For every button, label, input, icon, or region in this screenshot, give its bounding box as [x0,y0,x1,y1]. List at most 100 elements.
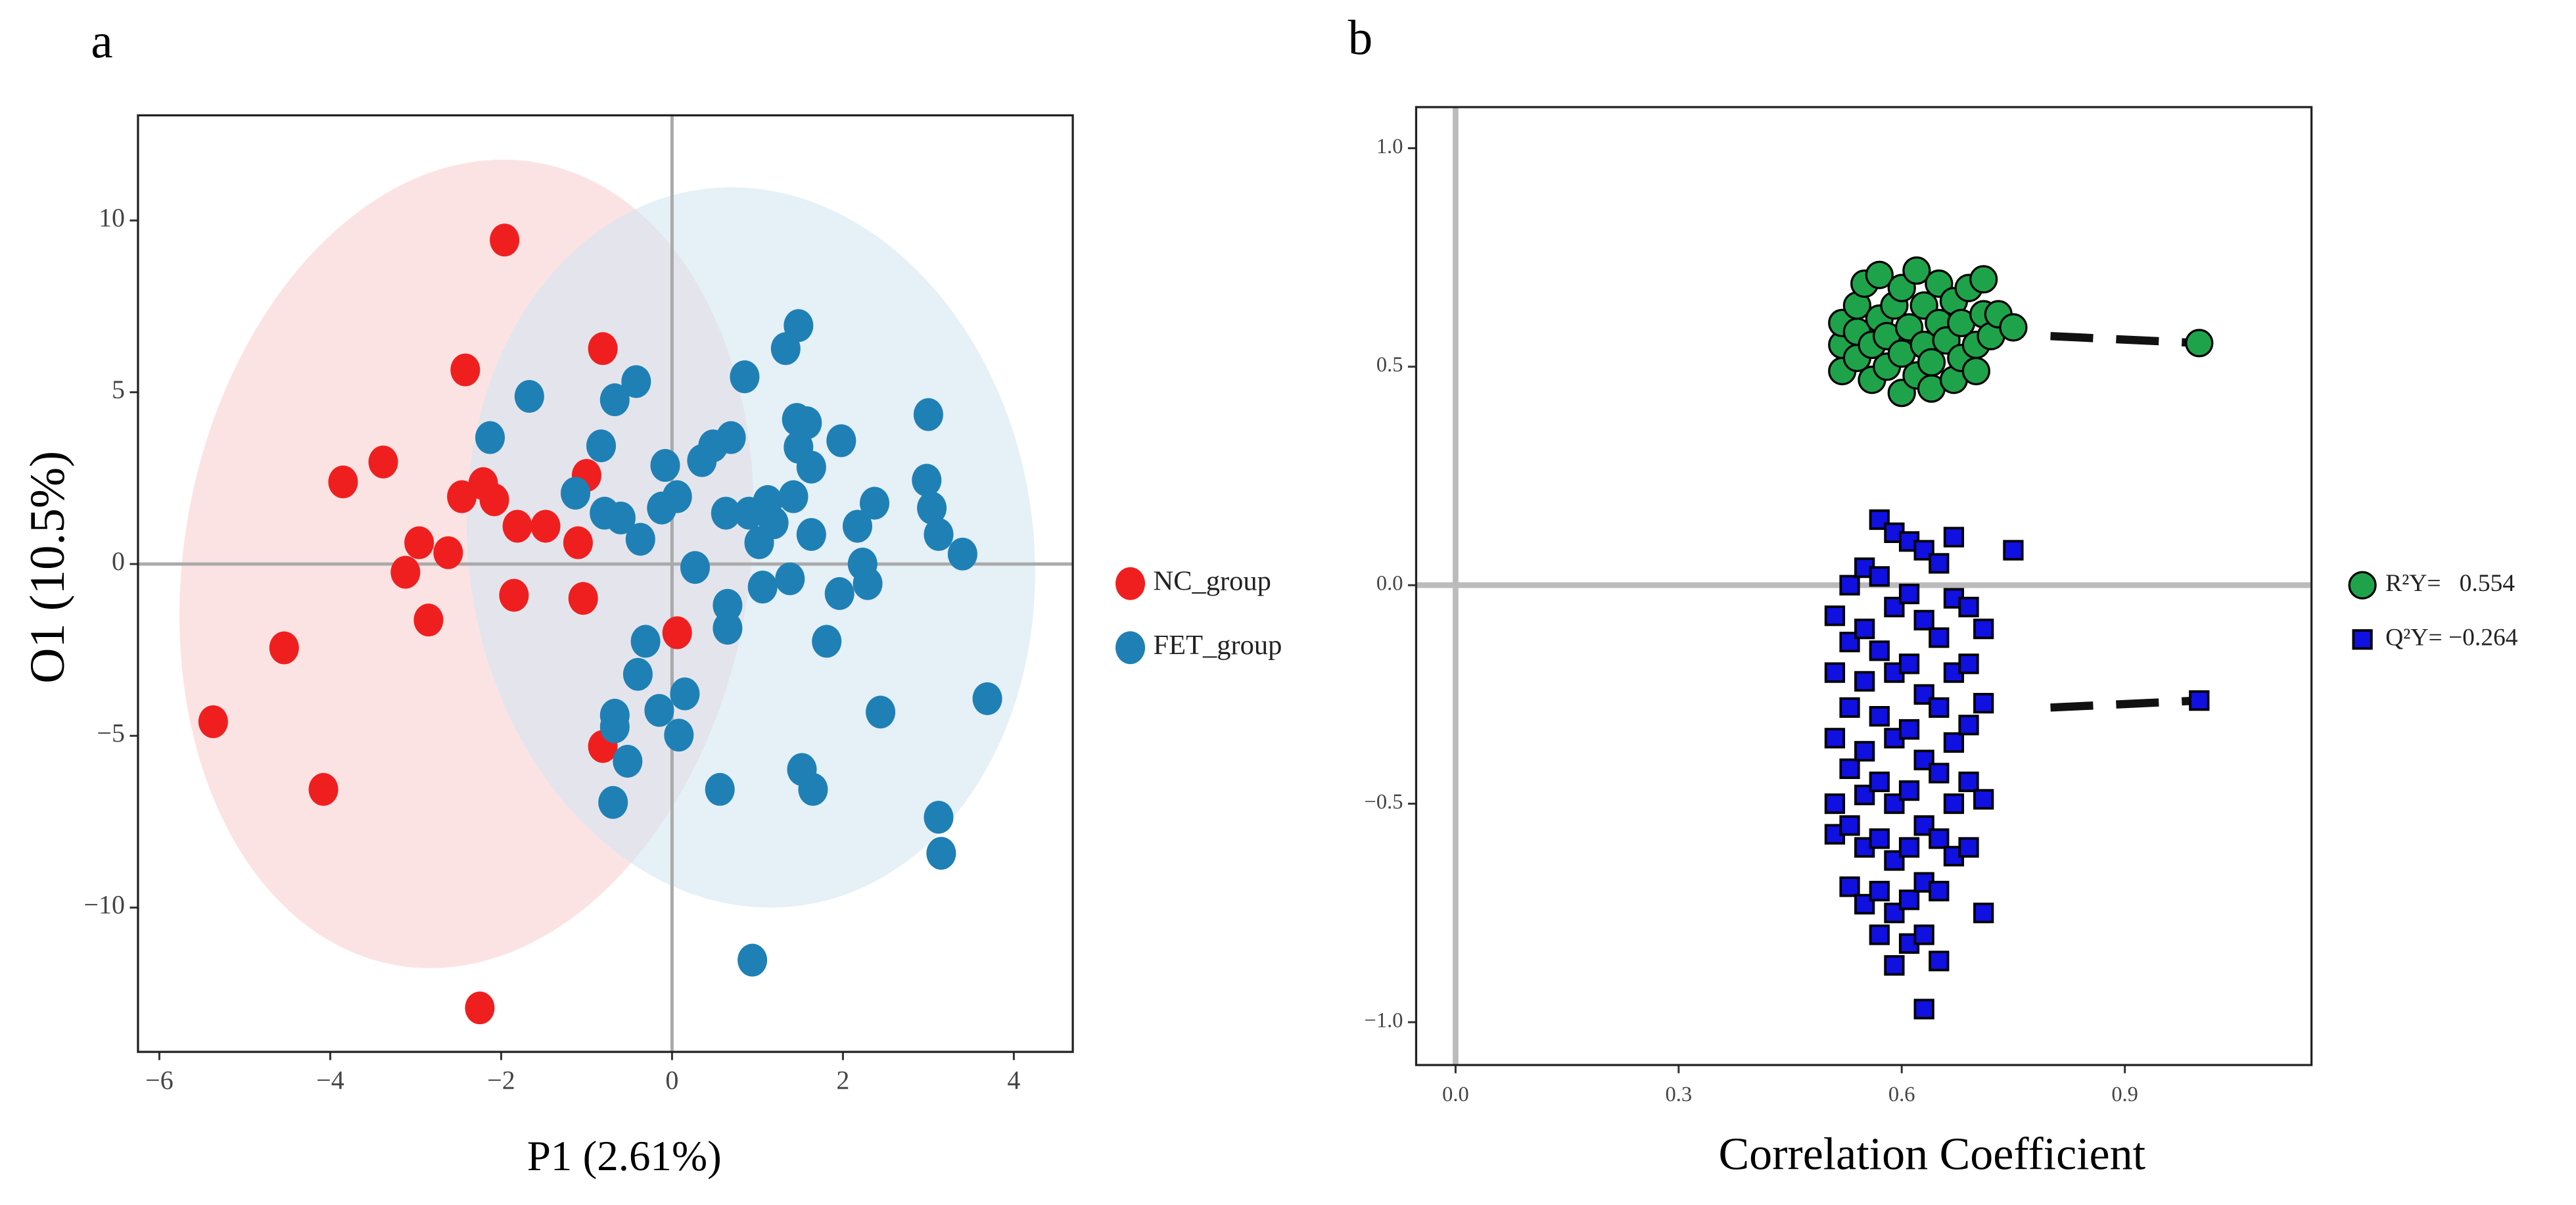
point [1913,999,1934,1020]
y-tick-label: −0.5 [1365,790,1403,814]
x-tick-label: 0.0 [1442,1083,1469,1106]
point [1869,828,1890,849]
point [613,744,643,778]
y-tick-label: 10 [99,203,125,233]
point [1929,553,1950,574]
point [1898,780,1920,801]
point [1898,837,1920,858]
point [798,772,828,806]
x-tick-label: −4 [316,1066,344,1095]
point [1958,715,1979,736]
x-axis-title: Correlation Coefficient [1718,1129,2145,1180]
point [433,536,463,569]
point [738,943,768,977]
point [650,448,680,482]
point [1973,619,1994,640]
point [1917,348,1946,377]
point [1824,728,1846,749]
point [269,631,299,665]
legend-marker [2348,571,2377,600]
point [1929,763,1950,784]
point [2189,690,2210,711]
legend-label: FET_group [1154,630,1282,661]
legend-marker [2352,629,2373,650]
panel-label: b [1348,11,1372,66]
point [1854,784,1875,805]
point [450,353,480,387]
panel-label: a [91,14,112,69]
point [796,450,826,484]
point [328,465,358,499]
point [475,421,505,454]
point [630,625,661,658]
point [866,696,896,729]
point [1839,876,1860,897]
point [1869,880,1890,902]
point [1929,697,1950,718]
point [605,501,636,534]
point [490,224,520,257]
fit-line [2050,696,2200,712]
point [599,383,630,417]
point [625,523,655,556]
point [662,616,692,650]
point [1854,619,1875,640]
point [1929,828,1950,849]
point [1898,583,1920,605]
point [1854,671,1875,692]
point [744,526,774,559]
point [913,398,943,431]
point [670,677,700,711]
point [770,332,801,366]
point [1943,732,1965,753]
point [499,579,529,612]
x-tick-label: −2 [487,1066,515,1095]
point [1869,705,1890,727]
point [599,710,630,744]
point [775,562,805,596]
y-tick-label: 0.0 [1376,572,1403,596]
point [680,551,711,584]
x-tick-label: −6 [145,1066,174,1095]
y-tick-label: −10 [83,890,125,920]
y-axis-title: O1 (10.5%) [20,451,75,684]
point [586,429,617,463]
point [1969,265,1998,294]
x-tick-label: 0 [665,1066,678,1095]
point [796,518,826,552]
point [2003,540,2024,561]
point [622,657,653,691]
point [713,588,743,622]
point [1898,653,1920,674]
point [308,772,339,806]
point [972,682,1002,715]
point [647,491,677,525]
point [1869,566,1890,587]
plot-frame [137,114,1074,1053]
point [1999,313,2028,342]
point [812,625,842,658]
y-tick-label: −5 [97,718,125,747]
point [1943,793,1965,815]
y-tick-label: 1.0 [1376,135,1403,158]
x-tick-label: 4 [1007,1066,1020,1095]
point [1913,609,1934,630]
point [588,332,618,366]
point [1839,815,1860,836]
y-tick-label: 0.5 [1376,353,1403,377]
point [1854,741,1875,762]
point [1973,903,1994,924]
point [1869,924,1890,945]
point [1961,356,1990,386]
point [912,463,942,497]
point [598,786,628,819]
point [1958,771,1979,792]
point [1884,793,1905,815]
point [705,772,735,806]
point [687,444,717,477]
point [1913,924,1934,945]
point [561,477,591,510]
point [860,486,889,520]
